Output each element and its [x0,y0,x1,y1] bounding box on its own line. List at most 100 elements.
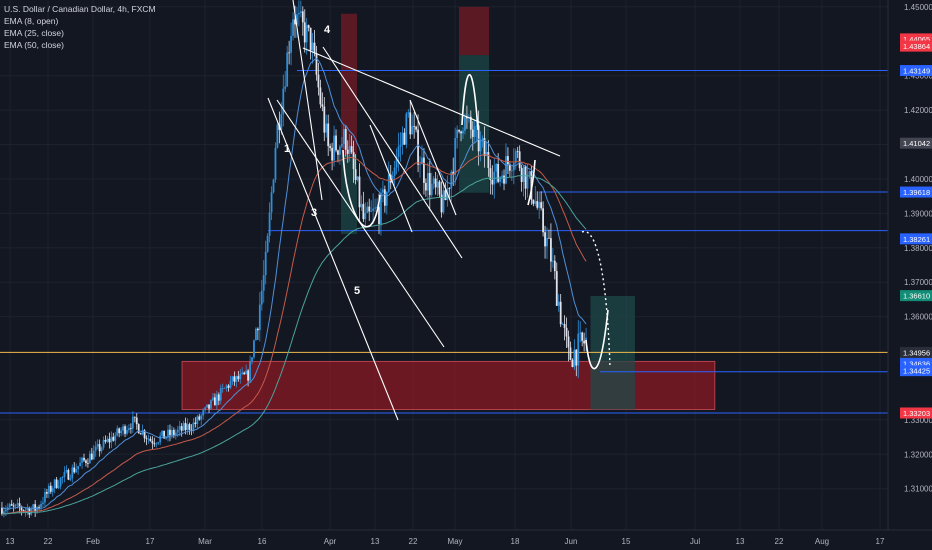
candle-body [213,397,216,406]
candle-body [340,144,343,147]
candle-body [333,135,335,161]
candle-body [98,444,101,452]
candle-body [339,146,341,155]
candle-body [147,438,150,440]
candle-body [14,504,17,507]
candle-body [167,429,169,437]
candle-body [217,394,220,401]
indicator-ema8[interactable]: EMA (8, open) [4,16,59,26]
candle-body [47,485,50,494]
candle-body [40,503,42,508]
candle-body [548,237,550,239]
candle-body [518,151,521,169]
price-tick-label: 1.42000 [904,106,932,115]
candle-body [430,183,433,196]
price-tag [900,346,932,358]
candle-body [563,323,566,328]
price-tick-label: 1.33000 [904,416,932,425]
candle-body [299,11,302,13]
candle-body [258,304,261,331]
candle-body [401,132,404,146]
candle-body [325,123,328,133]
candle-body [235,376,238,382]
candle-body [481,138,484,140]
price-tick-label: 1.38000 [904,244,932,253]
candle-body [90,453,93,460]
candle-body [407,112,410,114]
candle-body [215,394,218,406]
candle-body [575,349,578,366]
candle-body [477,125,480,152]
candle-body [579,332,582,334]
candle-body [45,492,48,494]
price-axis-bg [888,0,932,550]
candle-body [200,415,203,420]
candle-body [503,175,505,184]
arc-projection [585,309,609,370]
candle-body [57,486,60,488]
price-tag-label: 1.43149 [903,67,930,76]
candle-body [565,327,568,337]
candle-body [440,194,443,213]
candle-body [88,453,91,464]
candle-body [526,174,529,189]
candle-body [73,467,76,473]
candle-body [139,433,142,435]
candle-body [196,416,199,425]
price-tag-label: 1.36610 [903,292,930,301]
candle-body [483,138,486,156]
time-tick-label: 17 [876,537,885,546]
candle-body [65,470,68,472]
candle-body [358,176,361,208]
candle-body [555,271,558,306]
candle-body [83,457,85,461]
candle-body [383,189,386,206]
time-axis[interactable]: 13 22 Feb 17 Mar 16 Apr 13 22 May 18 Jun 15 Jul 13 22 Au… [0,529,932,550]
candle-body [96,444,99,447]
time-tick-label: Aug [815,537,829,546]
candle-body [282,88,285,115]
candle-body [315,53,318,75]
candle-body [434,178,437,188]
candle-body [69,478,72,480]
candle-body [8,504,11,508]
candle-body [350,146,353,153]
candle-body [372,208,375,211]
time-tick-label: 22 [44,537,53,546]
indicator-ema25[interactable]: EMA (25, close) [4,28,64,38]
candle-body [307,25,310,28]
candle-body [16,503,19,505]
price-tag [900,407,932,419]
candle-body [448,188,451,189]
candle-body [424,182,427,191]
candle-body [131,416,134,429]
candle-body [581,332,584,341]
candle-body [346,149,349,154]
candle-body [129,428,132,429]
candle-body [512,163,515,171]
candle-body [479,139,482,152]
candle-body [178,426,181,430]
candle-body [426,173,429,191]
candle-body [557,301,560,306]
candle-body [145,438,148,440]
ema-lines [1,58,587,515]
candle-body [475,125,478,127]
price-axis[interactable]: 1.450001.430001.420001.410001.400001.390… [887,0,932,550]
trendline-5 [267,97,399,421]
candle-body [319,87,322,105]
candle-body [165,436,167,439]
candle-body [542,208,545,233]
candle-body [411,126,414,135]
indicator-ema50[interactable]: EMA (50, close) [4,40,64,50]
candle-body [133,416,136,418]
candle-body [551,260,554,262]
price-tick-label: 1.36000 [904,313,932,322]
candle-body [151,441,154,444]
candle-body [301,11,304,23]
candle-body [317,74,320,88]
price-tag-label: 1.33203 [903,409,930,418]
trend-drawings [267,0,611,421]
candle-body [206,404,208,408]
